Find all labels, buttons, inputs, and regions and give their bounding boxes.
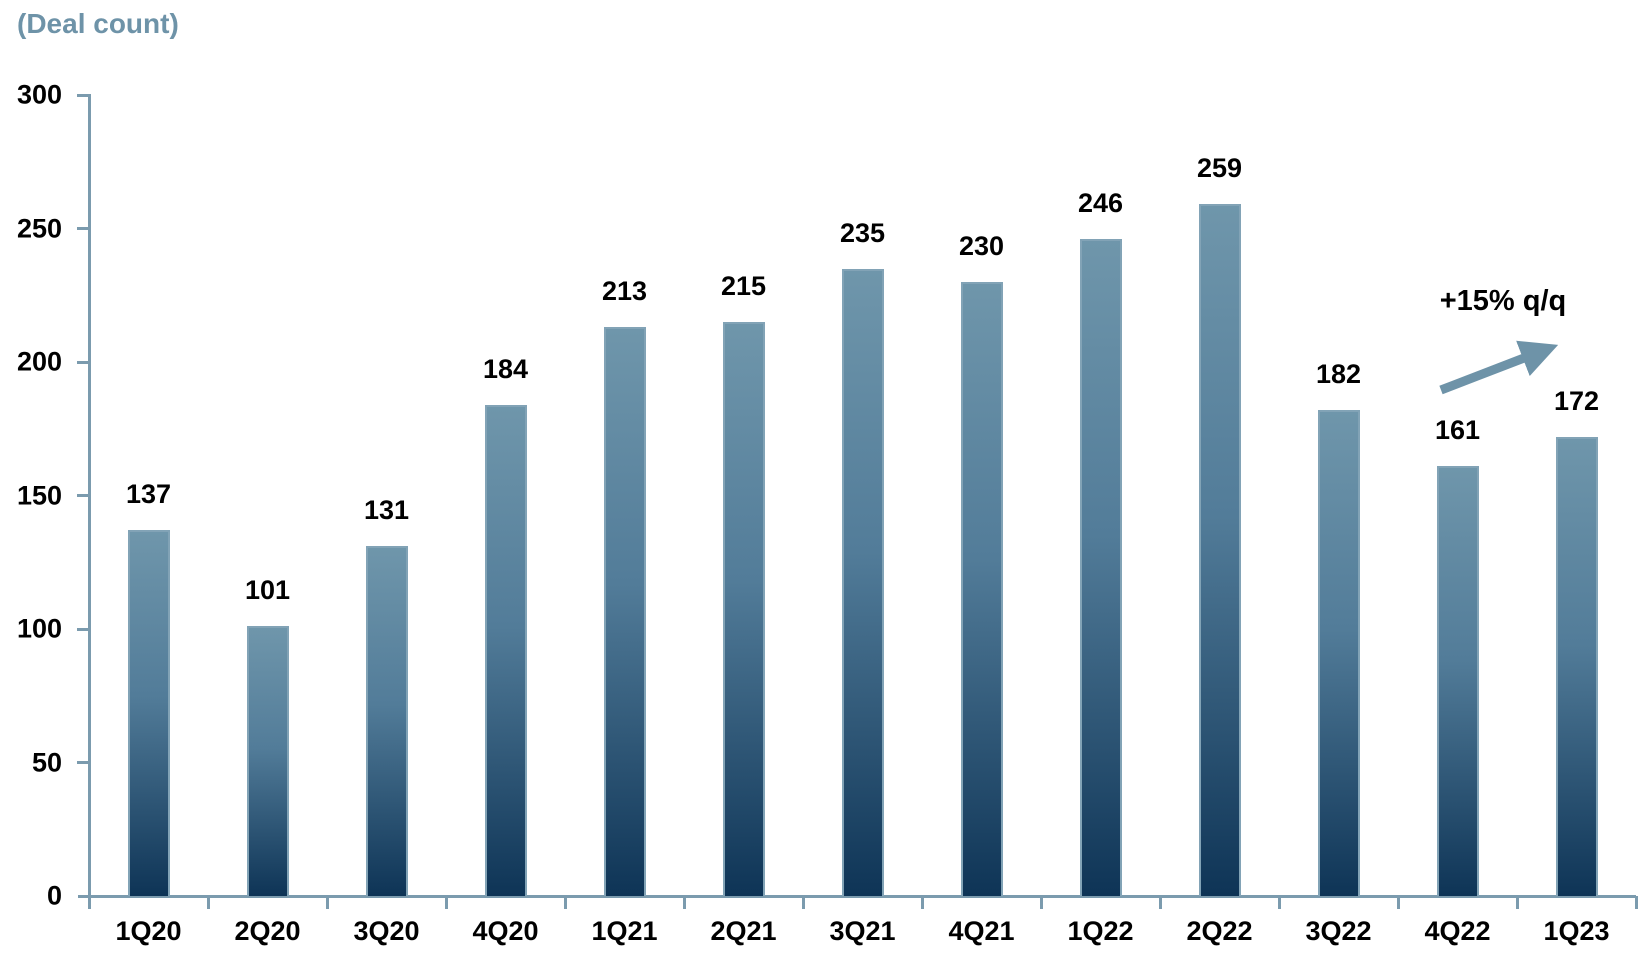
y-tick-label: 150 (16, 480, 62, 510)
x-tick-mark (563, 896, 567, 909)
bar-value-label: 137 (125, 479, 172, 510)
y-tick-mark (77, 227, 89, 230)
bar (484, 404, 527, 896)
bar (841, 268, 884, 896)
bar-value-label: 182 (1315, 359, 1362, 390)
bar-value-label: 184 (482, 353, 529, 384)
bar-value-label: 246 (1077, 188, 1124, 219)
x-axis-label: 1Q20 (115, 916, 182, 946)
x-tick-mark (1515, 896, 1519, 909)
annotation-label: +15% q/q (1439, 285, 1567, 317)
y-tick-label: 300 (16, 79, 62, 110)
x-tick-mark (1277, 896, 1281, 909)
y-tick-label: 50 (31, 747, 62, 777)
x-axis-label: 3Q22 (1305, 916, 1372, 946)
bar (127, 530, 170, 896)
x-axis-label: 2Q20 (234, 916, 301, 946)
x-axis-line (78, 894, 1636, 898)
bar-value-label: 230 (958, 230, 1005, 261)
bar (1317, 410, 1360, 896)
x-tick-mark (444, 896, 448, 909)
x-axis-label: 4Q20 (472, 916, 539, 946)
bar-value-label: 172 (1553, 385, 1600, 416)
y-tick-label: 100 (16, 613, 62, 644)
y-tick-mark (77, 93, 89, 97)
x-tick-mark (1158, 896, 1162, 909)
bar-value-label: 259 (1196, 153, 1243, 184)
x-axis-label: 2Q22 (1186, 916, 1253, 946)
chart-title: (Deal count) (17, 8, 179, 39)
bar-value-label: 131 (363, 495, 410, 526)
x-tick-mark (1396, 896, 1400, 909)
y-tick-mark (77, 761, 89, 764)
y-tick-label: 0 (46, 880, 62, 911)
bar (1079, 239, 1122, 896)
x-tick-mark (682, 896, 686, 909)
x-axis-label: 4Q21 (948, 916, 1015, 946)
bar (1198, 204, 1241, 896)
x-tick-mark (920, 896, 924, 909)
y-tick-mark (77, 627, 89, 631)
x-axis-label: 1Q21 (591, 916, 658, 946)
bar-value-label: 235 (839, 217, 886, 248)
x-axis-label: 1Q22 (1067, 916, 1134, 946)
x-axis-label: 4Q22 (1424, 916, 1491, 946)
x-axis-label: 1Q23 (1543, 916, 1610, 946)
bar-value-label: 101 (244, 575, 291, 606)
x-axis-label: 3Q21 (829, 916, 896, 946)
y-tick-label: 250 (16, 213, 62, 243)
bar (1436, 466, 1479, 896)
bar (365, 546, 408, 896)
y-tick-label: 200 (16, 346, 62, 377)
x-axis-label: 2Q21 (710, 916, 777, 946)
bar-value-label: 213 (601, 276, 648, 307)
y-axis-line (87, 93, 91, 898)
bar (603, 327, 646, 896)
x-tick-mark (801, 896, 805, 909)
x-tick-mark (1634, 896, 1638, 909)
x-tick-mark (87, 896, 91, 909)
x-tick-mark (1039, 896, 1043, 909)
x-tick-mark (206, 896, 210, 909)
bar (960, 281, 1003, 896)
x-tick-mark (325, 896, 329, 909)
bar (722, 321, 765, 896)
x-axis-label: 3Q20 (353, 916, 420, 946)
y-tick-mark (77, 494, 89, 497)
y-tick-mark (77, 360, 89, 364)
bar-value-label: 215 (720, 270, 767, 301)
bar-value-label: 161 (1434, 415, 1481, 446)
bar (1555, 436, 1598, 896)
bar (246, 626, 289, 896)
